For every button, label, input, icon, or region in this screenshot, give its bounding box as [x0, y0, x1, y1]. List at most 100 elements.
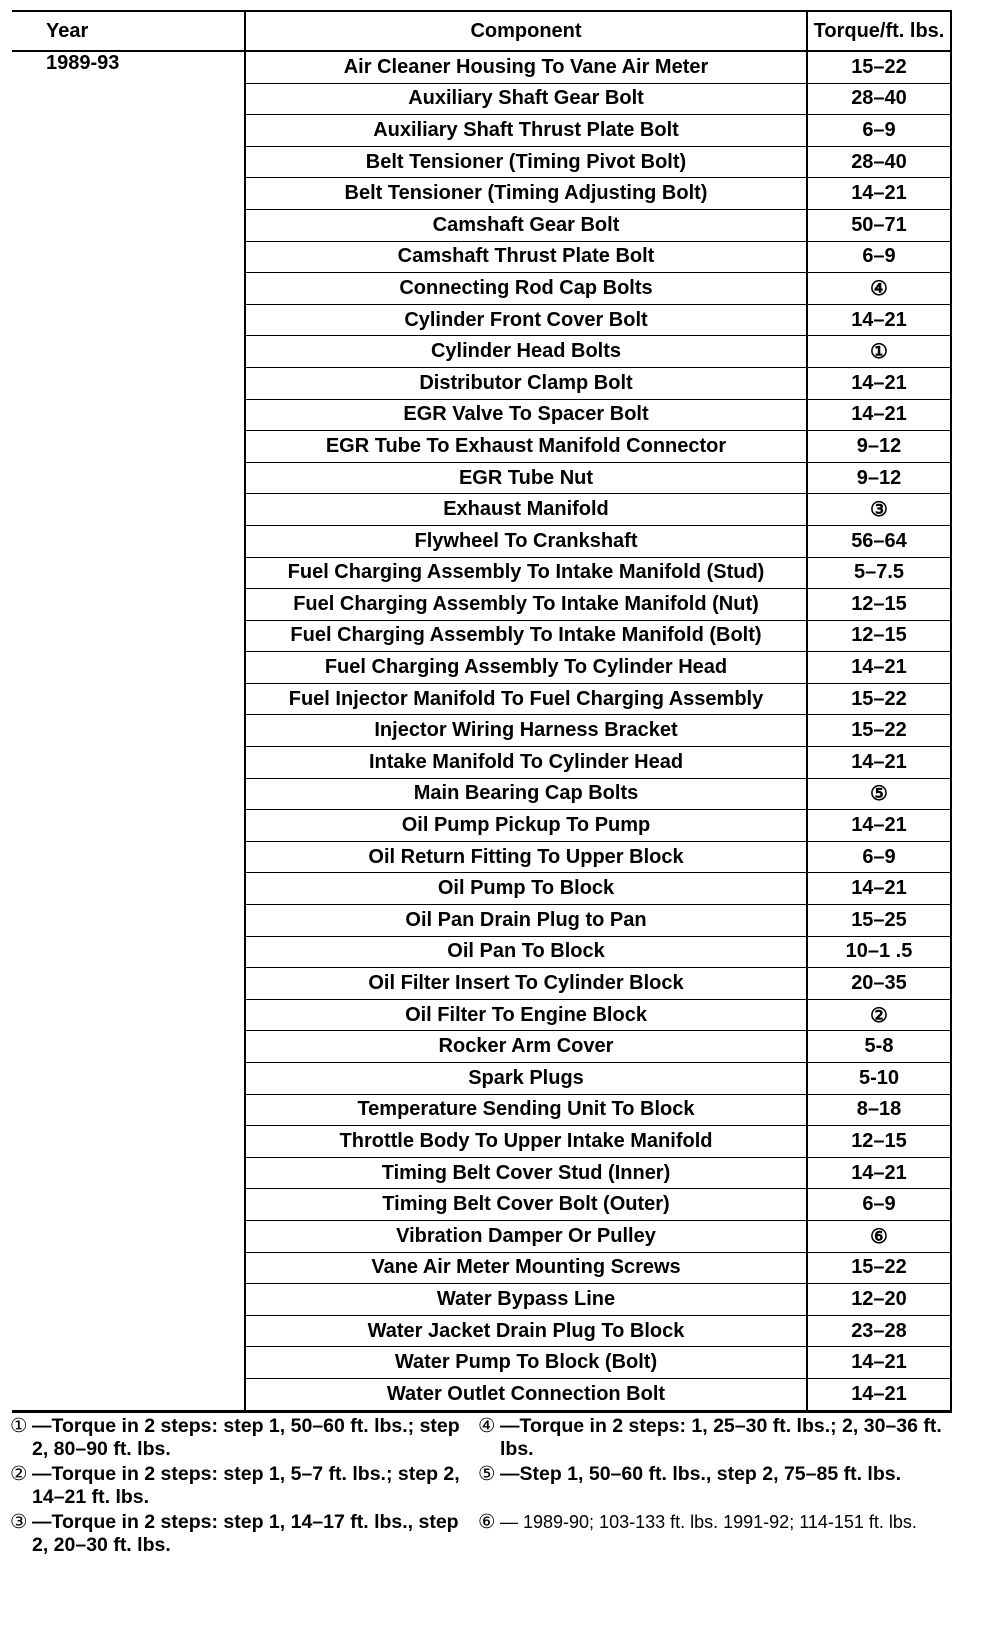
table-body: 1989-93 Air Cleaner Housing To Vane Air M… [12, 51, 952, 1412]
component-cell: Vibration Damper Or Pulley [245, 1220, 808, 1253]
torque-cell: 12–15 [807, 588, 952, 621]
footnote-text: —Torque in 2 steps: 1, 25–30 ft. lbs.; 2… [500, 1415, 942, 1460]
table-row: Temperature Sending Unit To Block 8–18 [12, 1094, 952, 1127]
component-cell: Rocker Arm Cover [245, 1030, 808, 1063]
component-cell: Main Bearing Cap Bolts [245, 778, 808, 811]
table-row: Oil Pump To Block 14–21 [12, 872, 952, 906]
torque-cell: 6–9 [807, 241, 952, 274]
component-cell: Auxiliary Shaft Gear Bolt [245, 83, 808, 116]
torque-cell: 50–71 [807, 209, 952, 242]
torque-cell: 6–9 [807, 114, 952, 147]
component-cell: Oil Pan To Block [245, 936, 808, 969]
table-row: Cylinder Head Bolts ① [12, 335, 952, 368]
table-row: Vibration Damper Or Pulley ⑥ [12, 1220, 952, 1253]
torque-cell: 12–20 [807, 1283, 952, 1316]
torque-cell: 56–64 [807, 525, 952, 558]
component-cell: Water Jacket Drain Plug To Block [245, 1315, 808, 1348]
torque-cell: 12–15 [807, 620, 952, 653]
component-cell: Fuel Charging Assembly To Intake Manifol… [245, 620, 808, 653]
table-row: Injector Wiring Harness Bracket 15–22 [12, 714, 952, 748]
component-cell: EGR Tube To Exhaust Manifold Connector [245, 430, 808, 463]
table-row: Belt Tensioner (Timing Pivot Bolt) 28–40 [12, 146, 952, 179]
torque-cell: 8–18 [807, 1094, 952, 1127]
footnotes: ① —Torque in 2 steps: step 1, 50–60 ft. l… [10, 1415, 1000, 1557]
torque-cell: 15–22 [807, 51, 952, 84]
table-row: Water Jacket Drain Plug To Block 23–28 [12, 1315, 952, 1348]
torque-cell: 10–1 .5 [807, 936, 952, 969]
torque-cell: 28–40 [807, 83, 952, 116]
footnote-text: — 1989-90; 103-133 ft. lbs. 1991-92; 114… [500, 1512, 917, 1532]
component-cell: Water Pump To Block (Bolt) [245, 1346, 808, 1379]
component-cell: Fuel Charging Assembly To Intake Manifol… [245, 588, 808, 621]
component-cell: Distributor Clamp Bolt [245, 367, 808, 400]
table-row: Cylinder Front Cover Bolt 14–21 [12, 304, 952, 337]
table-row: Rocker Arm Cover 5-8 [12, 1030, 952, 1063]
component-cell: Fuel Injector Manifold To Fuel Charging … [245, 683, 808, 716]
footnote: ④ —Torque in 2 steps: 1, 25–30 ft. lbs.; … [478, 1415, 978, 1461]
component-cell: Oil Return Fitting To Upper Block [245, 841, 808, 874]
torque-cell: ③ [807, 493, 952, 526]
table-row: Water Bypass Line 12–20 [12, 1283, 952, 1316]
component-cell: Water Outlet Connection Bolt [245, 1378, 808, 1412]
table-row: Fuel Charging Assembly To Intake Manifol… [12, 588, 952, 621]
component-cell: Belt Tensioner (Timing Pivot Bolt) [245, 146, 808, 179]
torque-cell: 15–22 [807, 714, 952, 748]
component-cell: Flywheel To Crankshaft [245, 525, 808, 558]
component-cell: Fuel Charging Assembly To Intake Manifol… [245, 557, 808, 590]
table-row: Distributor Clamp Bolt 14–21 [12, 367, 952, 400]
torque-cell: 9–12 [807, 462, 952, 495]
component-cell: Oil Pan Drain Plug to Pan [245, 904, 808, 937]
footnote-text: —Step 1, 50–60 ft. lbs., step 2, 75–85 f… [500, 1463, 901, 1485]
torque-cell: 14–21 [807, 809, 952, 842]
table-row: Camshaft Gear Bolt 50–71 [12, 209, 952, 242]
component-cell: Cylinder Head Bolts [245, 335, 808, 368]
torque-cell: 9–12 [807, 430, 952, 463]
component-cell: Timing Belt Cover Bolt (Outer) [245, 1188, 808, 1221]
torque-cell: 12–15 [807, 1125, 952, 1158]
component-cell: Fuel Charging Assembly To Cylinder Head [245, 651, 808, 684]
footnote-text: —Torque in 2 steps: step 1, 50–60 ft. lb… [32, 1415, 460, 1460]
component-cell: Injector Wiring Harness Bracket [245, 714, 808, 748]
table-row: Vane Air Meter Mounting Screws 15–22 [12, 1252, 952, 1285]
torque-cell: ① [807, 335, 952, 368]
footnote: ⑤ —Step 1, 50–60 ft. lbs., step 2, 75–85 … [478, 1463, 978, 1509]
table-row: Exhaust Manifold ③ [12, 493, 952, 526]
footnote: ② —Torque in 2 steps: step 1, 5–7 ft. lbs… [10, 1463, 478, 1509]
torque-cell: 15–22 [807, 683, 952, 716]
torque-cell: ⑤ [807, 778, 952, 811]
table-row: Belt Tensioner (Timing Adjusting Bolt) 14… [12, 177, 952, 210]
table-row: Fuel Charging Assembly To Intake Manifol… [12, 620, 952, 653]
table-row: Main Bearing Cap Bolts ⑤ [12, 778, 952, 811]
torque-cell: 14–21 [807, 177, 952, 210]
torque-cell: 15–22 [807, 1252, 952, 1285]
footnote-marker: ① [10, 1415, 28, 1437]
table-row: 1989-93 Air Cleaner Housing To Vane Air M… [12, 51, 952, 1412]
torque-cell: 5-10 [807, 1062, 952, 1095]
table-row: EGR Valve To Spacer Bolt 14–21 [12, 399, 952, 432]
component-cell: Oil Filter To Engine Block [245, 999, 808, 1032]
footnote-marker: ④ [478, 1415, 496, 1437]
component-cell: Timing Belt Cover Stud (Inner) [245, 1157, 808, 1190]
table-row: Oil Pan To Block 10–1 .5 [12, 936, 952, 969]
component-cell: Connecting Rod Cap Bolts [245, 272, 808, 305]
component-cell: Throttle Body To Upper Intake Manifold [245, 1125, 808, 1158]
table-row: Oil Filter To Engine Block ② [12, 999, 952, 1032]
table-row: Water Outlet Connection Bolt 14–21 [12, 1378, 952, 1412]
component-cell: EGR Tube Nut [245, 462, 808, 495]
component-cell: Oil Pump To Block [245, 872, 808, 906]
torque-spec-table-container: Year Component Torque/ft. lbs. 1989-93 Ai… [12, 10, 952, 1413]
component-cell: Cylinder Front Cover Bolt [245, 304, 808, 337]
table-row: Auxiliary Shaft Gear Bolt 28–40 [12, 83, 952, 116]
torque-cell: 28–40 [807, 146, 952, 179]
component-cell: Vane Air Meter Mounting Screws [245, 1252, 808, 1285]
component-cell: Camshaft Thrust Plate Bolt [245, 241, 808, 274]
footnote-marker: ③ [10, 1511, 28, 1533]
torque-cell: ② [807, 999, 952, 1032]
component-cell: Oil Pump Pickup To Pump [245, 809, 808, 842]
table-row: Auxiliary Shaft Thrust Plate Bolt 6–9 [12, 114, 952, 147]
table-row: Fuel Charging Assembly To Cylinder Head 1… [12, 651, 952, 684]
table-row: Timing Belt Cover Bolt (Outer) 6–9 [12, 1188, 952, 1221]
torque-cell: 5–7.5 [807, 557, 952, 590]
footnote-text: —Torque in 2 steps: step 1, 5–7 ft. lbs.… [32, 1463, 460, 1508]
table-header-row: Year Component Torque/ft. lbs. [12, 11, 952, 51]
